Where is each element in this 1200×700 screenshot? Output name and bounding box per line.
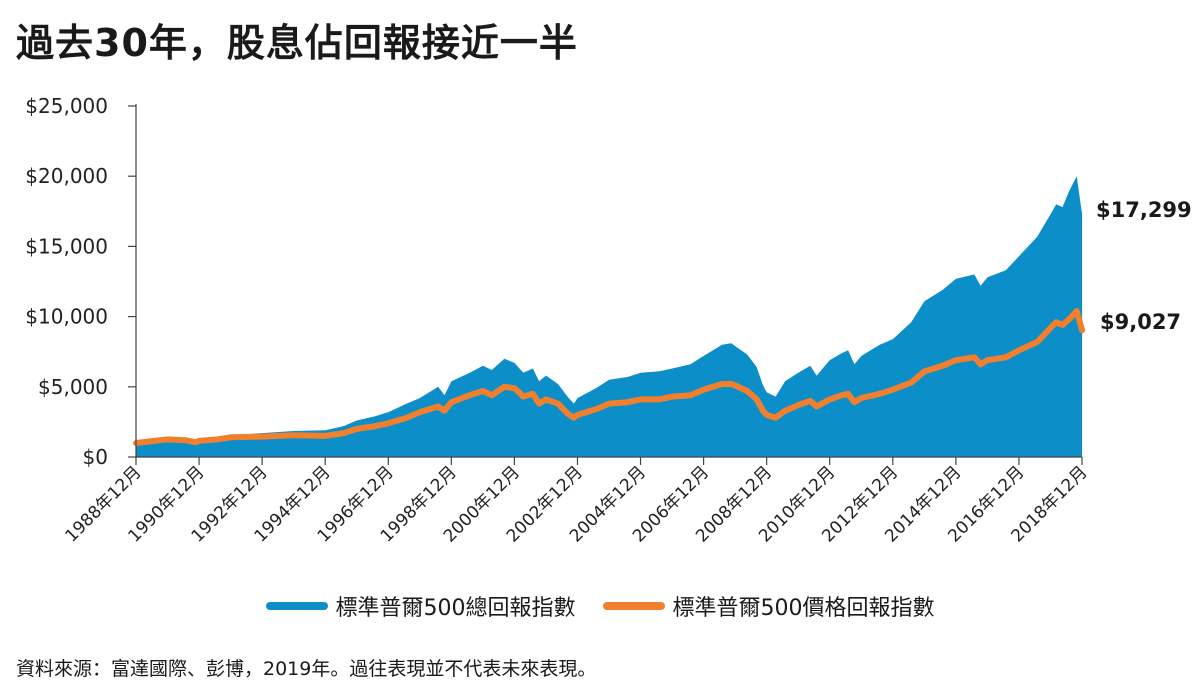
legend-item-price-return: 標準普爾500價格回報指數: [602, 590, 935, 622]
legend-item-total-return: 標準普爾500總回報指數: [265, 590, 576, 622]
y-tick-label: $25,000: [25, 94, 108, 118]
y-tick-label: $15,000: [25, 234, 108, 258]
series-area-total-return: [136, 176, 1083, 457]
end-label-total-return: $17,299: [1096, 198, 1192, 222]
chart-legend: 標準普爾500總回報指數 標準普爾500價格回報指數: [0, 590, 1200, 622]
y-tick-label: $10,000: [25, 305, 108, 329]
y-tick-label: $20,000: [25, 164, 108, 188]
chart-plot: $0$5,000$10,000$15,000$20,000$25,0001988…: [25, 94, 1192, 546]
legend-swatch-total-return: [265, 602, 328, 610]
source-note: 資料來源：富達國際、彭博，2019年。過往表現並不代表未來表現。: [16, 658, 597, 680]
y-tick-label: $5,000: [38, 375, 108, 399]
legend-swatch-price-return: [602, 602, 665, 610]
series-line-price-return: [133, 308, 1086, 446]
end-label-price-return: $9,027: [1100, 310, 1181, 334]
legend-label-price-return: 標準普爾500價格回報指數: [672, 596, 935, 621]
y-tick-label: $0: [83, 445, 108, 469]
legend-label-total-return: 標準普爾500總回報指數: [335, 596, 576, 621]
chart-title: 過去30年，股息佔回報接近一半: [16, 21, 578, 65]
